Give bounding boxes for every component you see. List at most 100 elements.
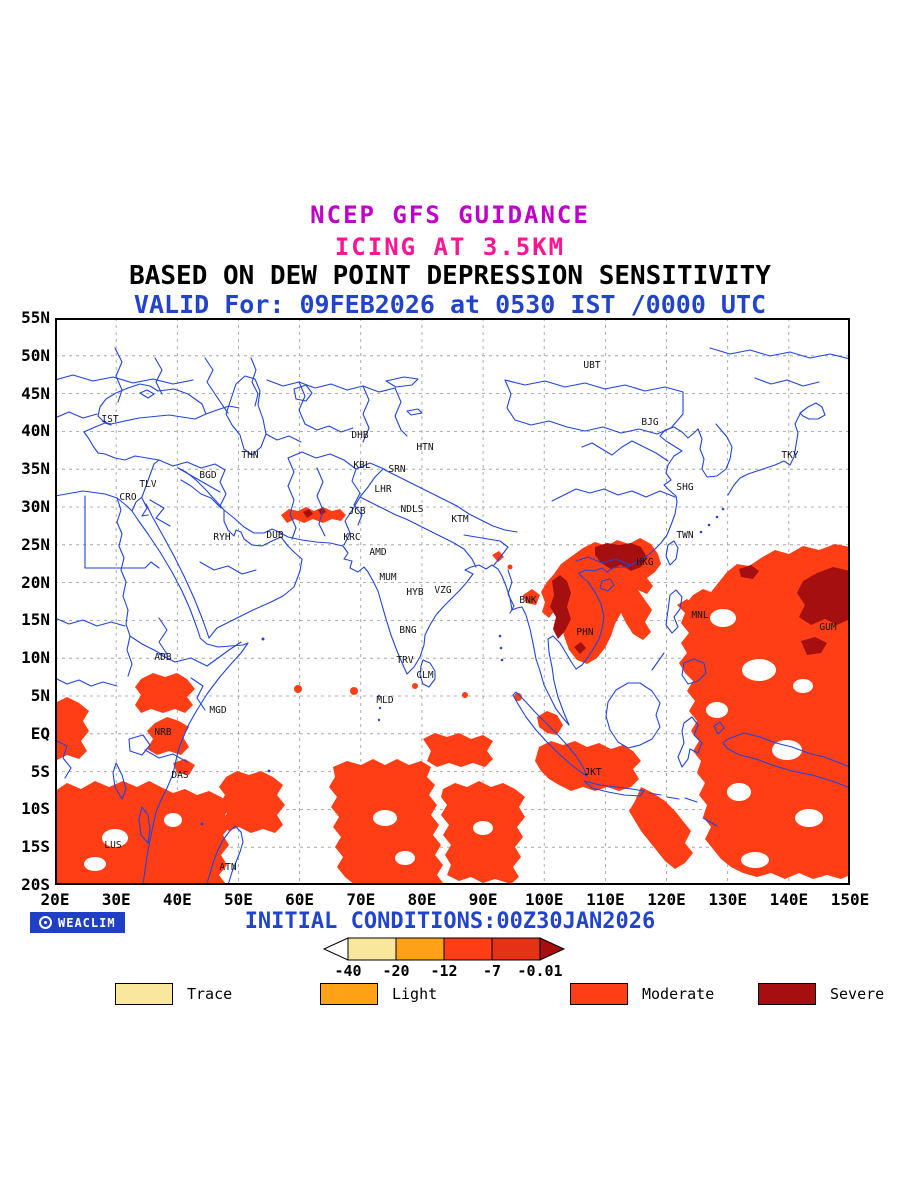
- legend-label: Severe: [830, 985, 885, 1003]
- lat-label: 15N: [21, 610, 50, 630]
- station-label-jkt: JKT: [584, 767, 601, 778]
- lat-label: 20S: [21, 875, 50, 894]
- scale-tick-label: -40: [334, 962, 362, 980]
- legend-swatch: [320, 983, 378, 1005]
- station-label-htn: HTN: [416, 442, 433, 453]
- station-label-ubt: UBT: [583, 360, 600, 371]
- legend-item-severe: Severe: [758, 983, 884, 1005]
- scale-tick-label: -0.01: [517, 962, 563, 980]
- weaclim-logo-text: WEACLIM: [58, 915, 116, 930]
- station-label-gum: GUM: [819, 622, 836, 633]
- legend-item-trace: Trace: [115, 983, 232, 1005]
- color-scale-bar: [322, 937, 566, 961]
- lat-label: 5S: [30, 761, 50, 781]
- lat-label: 40N: [21, 421, 50, 441]
- station-label-amd: AMD: [369, 547, 386, 558]
- station-label-atn: ATN: [219, 862, 236, 873]
- scale-labels: -40 -20 -12 -7 -0.01: [322, 962, 566, 982]
- station-label-jcb: JCB: [348, 506, 365, 517]
- lon-label: 20E: [40, 890, 70, 909]
- legend-label: Moderate: [642, 985, 715, 1003]
- station-label-phn: PHN: [576, 627, 593, 638]
- station-label-kbl: KBL: [353, 460, 370, 471]
- lon-label: 90E: [468, 890, 498, 909]
- scale-tick-label: -20: [382, 962, 410, 980]
- scale-segment-light: [395, 937, 445, 961]
- lon-label: 80E: [407, 890, 437, 909]
- lon-label: 40E: [162, 890, 192, 909]
- scale-tick-label: -7: [482, 962, 502, 980]
- map-frame: IST TLV CRO BGD THN DHB KBL SRN HTN LHR JCB NDLS KTM…: [55, 318, 850, 885]
- lon-label: 140E: [769, 890, 809, 909]
- lat-label: 30N: [21, 497, 50, 516]
- lat-label: 5N: [30, 686, 50, 705]
- lon-label: 60E: [285, 890, 315, 909]
- station-label-adb: ADB: [154, 652, 171, 663]
- legend-swatch: [115, 983, 173, 1005]
- title-method: BASED ON DEW POINT DEPRESSION SENSITIVIT…: [129, 261, 771, 291]
- lat-label: EQ: [30, 723, 50, 743]
- legend-label: Light: [392, 985, 438, 1003]
- island-dots: [200, 507, 725, 826]
- station-label-dhb: DHB: [351, 430, 368, 441]
- station-label-lus: LUS: [104, 840, 121, 851]
- station-label-thn: THN: [241, 450, 258, 461]
- lon-label: 110E: [586, 890, 625, 909]
- station-label-tky: TKY: [781, 450, 798, 461]
- legend: Trace Light Moderate Severe: [0, 983, 900, 1009]
- lat-label: 55N: [21, 308, 50, 327]
- station-label-bgd: BGD: [199, 470, 216, 481]
- icing-moderate-regions: [55, 507, 850, 885]
- station-label-dub: DUB: [266, 530, 283, 541]
- lon-label: 120E: [647, 890, 686, 909]
- station-label-bjg: BJG: [641, 417, 658, 428]
- lat-label: 15S: [21, 837, 50, 857]
- title-model: NCEP GFS GUIDANCE: [310, 201, 590, 229]
- station-label-twn: TWN: [676, 530, 693, 541]
- lon-label: 50E: [224, 890, 253, 909]
- station-label-bng: BNG: [399, 625, 416, 636]
- station-label-trv: TRV: [396, 655, 413, 666]
- legend-swatch: [758, 983, 816, 1005]
- lat-label: 50N: [21, 345, 50, 365]
- coastlines-borders: [55, 347, 850, 885]
- lat-label: 10N: [21, 648, 50, 668]
- title-valid-time: VALID For: 09FEB2026 at 0530 IST /0000 U…: [133, 290, 767, 319]
- station-label-srn: SRN: [388, 464, 405, 475]
- scale-arrow-right: [539, 937, 566, 961]
- lat-label: 35N: [21, 459, 50, 479]
- station-label-nrb: NRB: [154, 727, 171, 738]
- station-label-mnl: MNL: [691, 610, 708, 621]
- map-white-gaps: [84, 609, 823, 871]
- station-label-mgd: MGD: [209, 705, 226, 716]
- station-label-hyb: HYB: [406, 587, 423, 598]
- scale-segment-red: [491, 937, 541, 961]
- station-label-ndls: NDLS: [401, 504, 424, 515]
- station-label-krc: KRC: [343, 532, 360, 543]
- station-label-tlv: TLV: [139, 479, 156, 490]
- station-label-vzg: VZG: [434, 585, 451, 596]
- station-label-bnk: BNK: [519, 595, 536, 606]
- lat-label: 45N: [21, 383, 50, 403]
- title-product: ICING AT 3.5KM: [334, 233, 566, 261]
- weaclim-logo-icon: [39, 916, 52, 929]
- station-label-ryh: RYH: [213, 532, 230, 543]
- station-label-mld: MLD: [376, 695, 393, 706]
- scale-tick-label: -12: [430, 962, 458, 980]
- legend-item-moderate: Moderate: [570, 983, 714, 1005]
- station-label-shg: SHG: [676, 482, 693, 493]
- station-label-ist: IST: [101, 414, 118, 425]
- lat-label: 10S: [21, 799, 50, 819]
- scale-segment-trace: [347, 937, 397, 961]
- map-border: [55, 318, 850, 885]
- legend-swatch: [570, 983, 628, 1005]
- lon-label: 130E: [708, 890, 747, 909]
- lat-label: 20N: [21, 572, 50, 592]
- station-label-hkg: HKG: [636, 557, 653, 568]
- lon-label: 70E: [346, 890, 376, 909]
- legend-item-light: Light: [320, 983, 437, 1005]
- scale-arrow-left: [322, 937, 349, 961]
